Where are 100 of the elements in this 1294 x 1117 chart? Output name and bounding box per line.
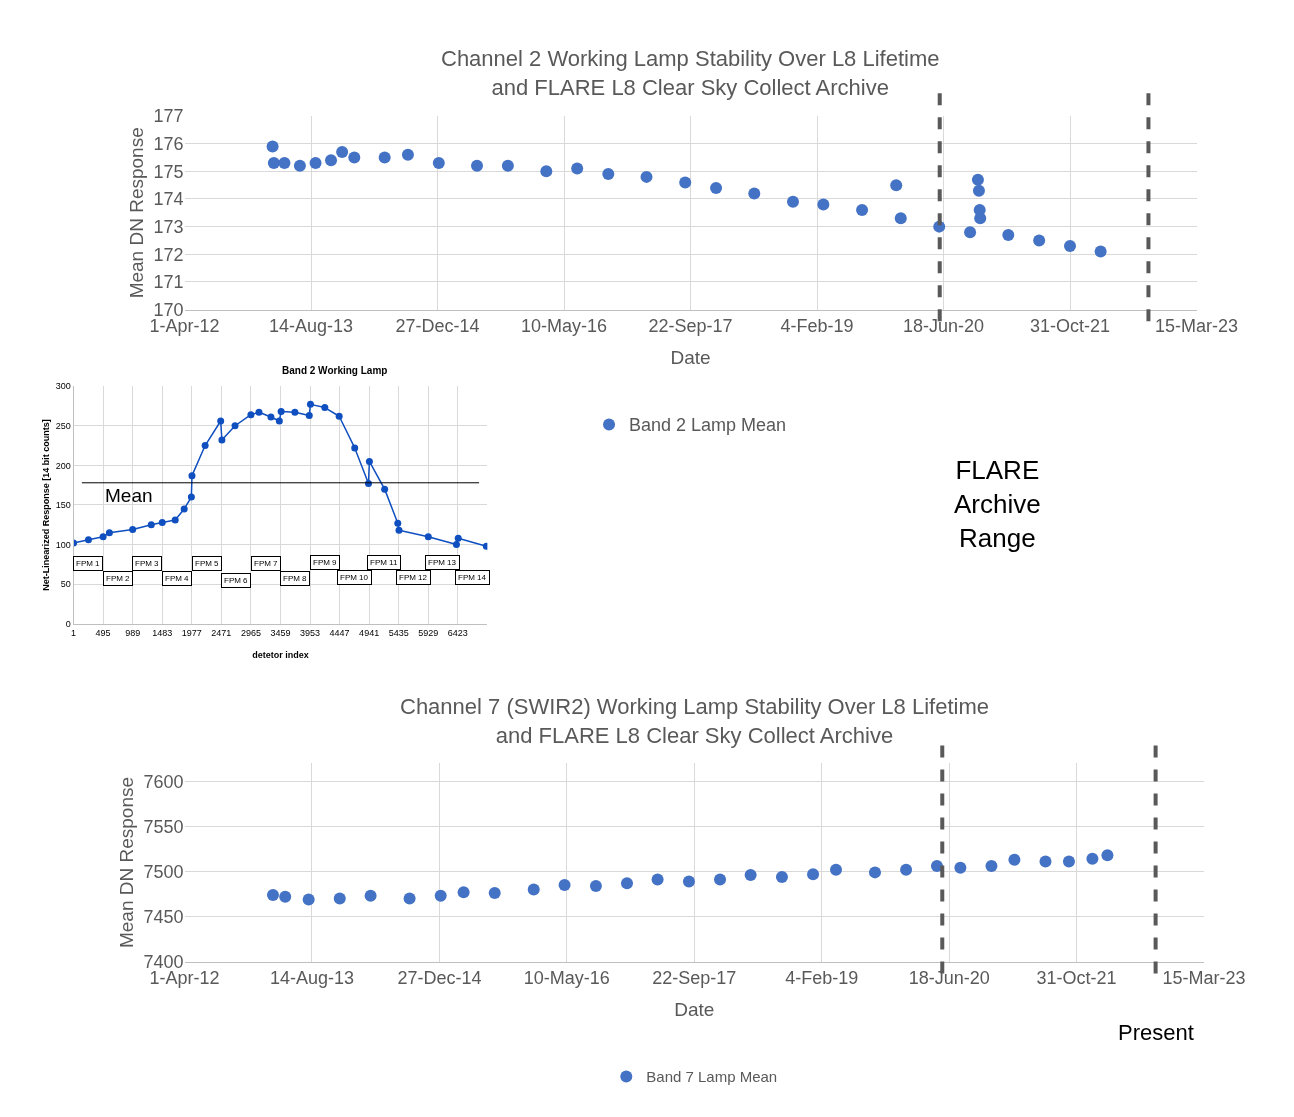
- point: [309, 157, 322, 170]
- x-tick-label: 18-Jun-20: [902, 316, 985, 337]
- point: [231, 422, 239, 430]
- point: [807, 868, 820, 881]
- point: [395, 526, 403, 534]
- point: [255, 408, 263, 416]
- text: FLARE Archive Range: [954, 455, 1041, 553]
- point: [972, 184, 985, 197]
- point: [964, 226, 977, 239]
- x-tick-label: 31-Oct-21: [1030, 316, 1111, 337]
- point: [129, 526, 137, 534]
- y-tick-label: 177: [153, 106, 184, 127]
- y-axis-title: Net-Linearized Response [14 bit counts]: [41, 419, 52, 591]
- point: [971, 173, 984, 186]
- x-tick-label: 3459: [270, 627, 291, 638]
- point: [266, 888, 279, 901]
- point: [640, 170, 653, 183]
- y-tick-label: 0: [65, 618, 71, 629]
- x-tick-label: 10-May-16: [521, 316, 608, 337]
- point: [180, 505, 188, 513]
- annotation: FPM 6: [224, 576, 249, 585]
- point: [1064, 239, 1077, 252]
- chart-title: Channel 2 Working Lamp Stability Over L8 Lifetime and FLARE L8 Clear Sky Collect Archive: [441, 46, 940, 100]
- point: [302, 893, 315, 906]
- x-tick-label: 4941: [359, 627, 380, 638]
- point: [378, 151, 391, 164]
- point: [714, 873, 727, 886]
- y-tick-label: 176: [153, 134, 184, 155]
- chart-title: Band 2 Working Lamp: [282, 365, 388, 376]
- x-tick-label: 989: [125, 627, 141, 638]
- point: [348, 151, 361, 164]
- point: [401, 148, 414, 161]
- point: [201, 442, 209, 450]
- point: [291, 408, 299, 416]
- point: [325, 154, 338, 167]
- annotation: FPM 2: [106, 574, 131, 583]
- x-tick-label: 15-Mar-23: [1154, 316, 1239, 337]
- point: [558, 879, 571, 891]
- point: [682, 875, 695, 888]
- x-axis-title: detetor index: [252, 650, 309, 661]
- point: [985, 860, 998, 873]
- x-tick-label: 1483: [152, 627, 173, 638]
- chart-title: Channel 7 (SWIR2) Working Lamp Stability Over L8 Lifetime and FLARE L8 Clear Sky Collect Archive: [400, 694, 989, 748]
- legend-label: Band 2 Lamp Mean: [629, 415, 787, 436]
- y-tick-label: 150: [55, 500, 71, 511]
- x-tick-label: 10-May-16: [523, 968, 610, 989]
- point: [279, 890, 292, 903]
- point: [394, 519, 402, 527]
- point: [1062, 855, 1075, 868]
- x-tick-label: 18-Jun-20: [908, 968, 990, 989]
- point: [218, 436, 226, 444]
- point: [540, 165, 553, 178]
- y-axis-title: Mean DN Response: [116, 776, 138, 949]
- x-tick-label: 2471: [211, 627, 232, 638]
- point: [351, 444, 359, 452]
- point: [748, 187, 761, 200]
- point: [589, 879, 602, 892]
- point: [275, 417, 283, 425]
- point: [744, 869, 757, 882]
- point: [890, 179, 903, 192]
- point: [710, 181, 723, 194]
- point: [1033, 234, 1046, 247]
- point: [267, 413, 275, 421]
- annotation: FPM 7: [254, 559, 279, 568]
- point: [432, 157, 445, 170]
- point: [247, 411, 255, 419]
- point: [293, 159, 306, 172]
- point: [602, 168, 615, 181]
- x-tick-label: 22-Sep-17: [652, 968, 737, 989]
- y-tick-label: 250: [55, 420, 71, 431]
- point: [335, 412, 343, 420]
- point: [454, 534, 462, 542]
- annotation: FPM 8: [283, 574, 308, 583]
- y-tick-label: 7600: [143, 771, 184, 792]
- annotation: FPM 9: [313, 558, 338, 567]
- y-tick-label: 173: [153, 216, 184, 237]
- point: [786, 195, 799, 208]
- point: [974, 212, 987, 225]
- point: [679, 176, 692, 189]
- point: [99, 533, 107, 541]
- x-tick-label: 5929: [418, 627, 439, 638]
- x-tick-label: 3953: [300, 627, 321, 638]
- y-tick-label: 174: [153, 189, 184, 210]
- x-tick-label: 15-Mar-23: [1162, 968, 1246, 989]
- point: [1094, 245, 1107, 258]
- point: [188, 472, 196, 480]
- x-tick-label: 22-Sep-17: [648, 316, 733, 337]
- point: [1101, 849, 1114, 862]
- x-tick-label: 31-Oct-21: [1036, 968, 1117, 989]
- y-tick-label: 171: [153, 272, 184, 293]
- point: [954, 861, 967, 874]
- point: [830, 863, 842, 876]
- point: [471, 159, 483, 172]
- point: [527, 883, 540, 896]
- y-tick-label: 7550: [143, 816, 184, 837]
- y-tick-label: 200: [55, 460, 71, 471]
- annotation: FPM 4: [165, 574, 190, 583]
- x-tick-label: 4-Feb-19: [785, 968, 859, 989]
- y-tick-label: 175: [153, 161, 184, 182]
- point: [621, 877, 633, 890]
